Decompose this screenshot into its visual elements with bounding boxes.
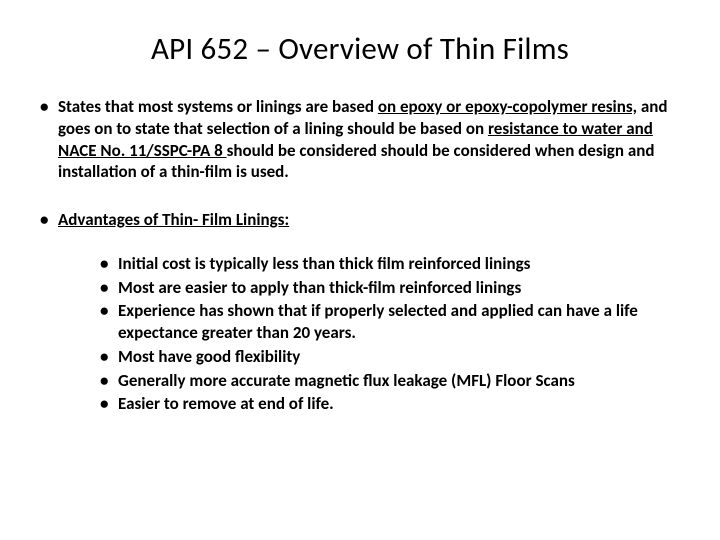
bullet-item-2: Advantages of Thin- Film Linings: Initia… (40, 209, 690, 415)
bullet-list-level2: Initial cost is typically less than thic… (100, 253, 690, 415)
b1-pre: States that most systems or linings are … (58, 96, 378, 117)
slide: API 652 – Overview of Thin Films States … (0, 0, 720, 540)
sub-item: Most are easier to apply than thick-film… (100, 277, 690, 299)
sub-item: Generally more accurate magnetic flux le… (100, 370, 690, 392)
page-title: API 652 – Overview of Thin Films (30, 30, 690, 68)
bullet-item-1: States that most systems or linings are … (40, 96, 690, 183)
b1-underline-1: on epoxy or epoxy-copolymer resins, (378, 96, 637, 117)
sub-item: Experience has shown that if properly se… (100, 300, 690, 344)
sub-item: Easier to remove at end of life. (100, 393, 690, 415)
sub-item: Initial cost is typically less than thic… (100, 253, 690, 275)
b2-underline: Advantages of Thin- Film Linings: (58, 209, 289, 230)
sub-item: Most have good flexibility (100, 346, 690, 368)
bullet-list-level1: States that most systems or linings are … (40, 96, 690, 415)
